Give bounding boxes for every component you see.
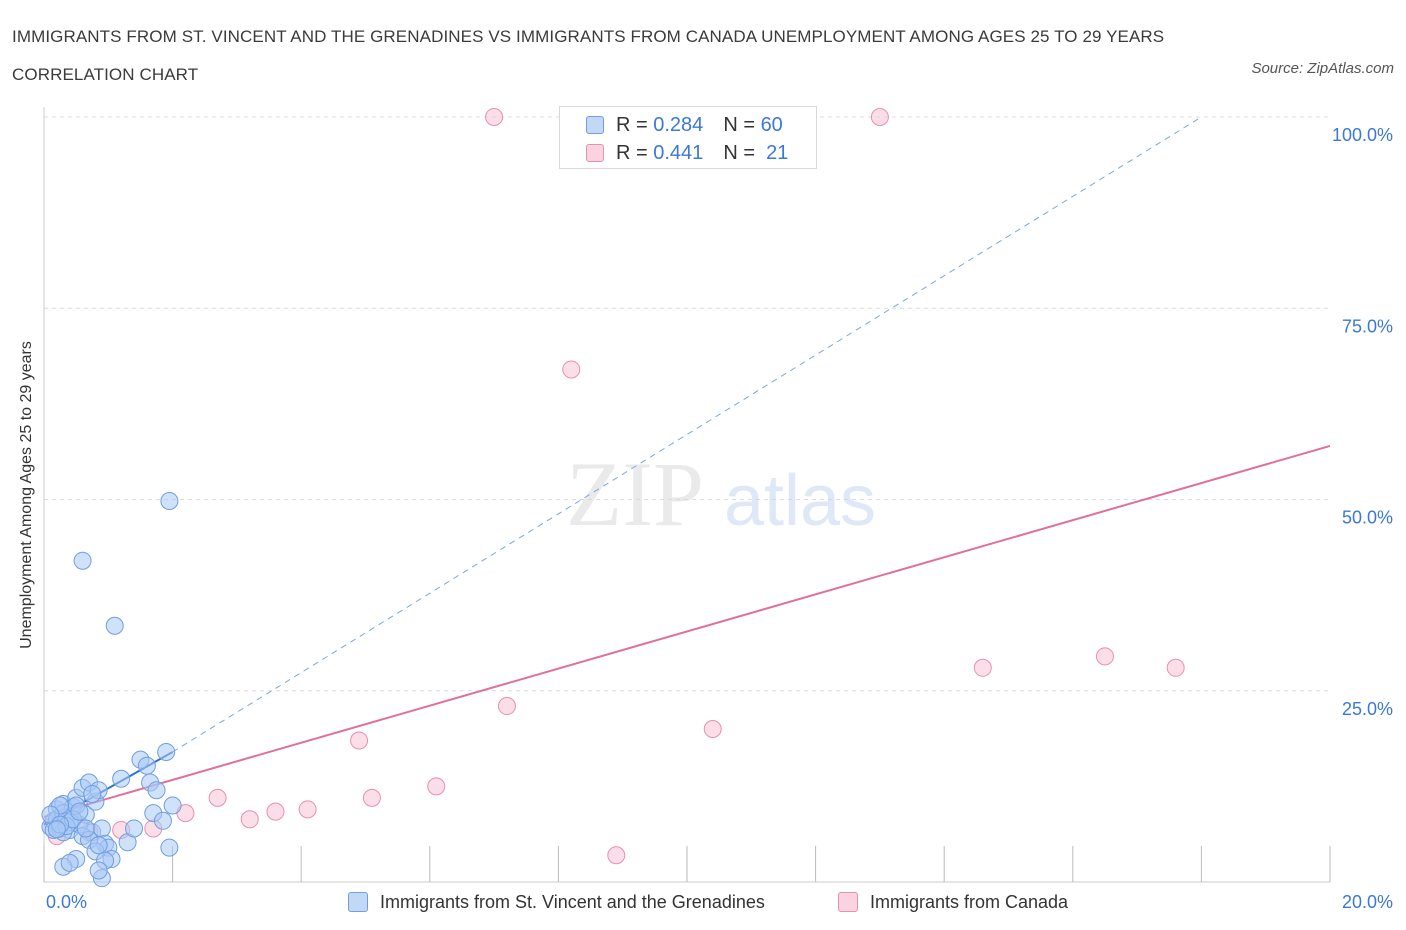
data-point-blue <box>153 811 172 830</box>
legend-r-value: 0.441 <box>653 141 704 164</box>
legend-n-value: 21 <box>766 141 789 164</box>
series-swatch-pink <box>838 892 858 912</box>
data-point-blue <box>70 802 89 821</box>
data-point-pink <box>703 720 722 738</box>
data-point-blue <box>112 769 131 788</box>
watermark-zip: ZIP <box>566 443 704 545</box>
data-point-blue <box>73 551 92 570</box>
data-point-blue <box>60 853 79 872</box>
data-point-pink <box>870 108 889 126</box>
data-point-pink <box>350 731 369 750</box>
data-point-pink <box>607 846 626 865</box>
data-point-pink <box>362 788 381 807</box>
data-point-blue <box>147 781 166 800</box>
legend-r-label: R = <box>616 113 648 136</box>
watermark-atlas: atlas <box>724 461 876 541</box>
series-name-blue: Immigrants from St. Vincent and the Gren… <box>380 891 765 912</box>
data-point-pink <box>497 697 516 716</box>
chart-title: IMMIGRANTS FROM ST. VINCENT AND THE GREN… <box>12 27 1165 84</box>
data-point-blue <box>157 742 176 761</box>
legend-r-value: 0.284 <box>653 113 704 136</box>
x-tick-label: 20.0% <box>1342 892 1393 912</box>
data-point-pink <box>298 800 317 819</box>
data-point-blue <box>76 819 95 838</box>
data-point-blue <box>160 838 179 857</box>
data-point-blue <box>163 796 182 815</box>
data-point-pink <box>973 658 992 677</box>
y-tick-label: 50.0% <box>1342 508 1393 528</box>
data-point-blue <box>125 819 144 838</box>
correlation-legend: R = 0.284 N = 60 R = 0.441 N = 21 <box>559 106 817 169</box>
data-point-pink <box>208 788 227 807</box>
legend-swatch-pink <box>586 144 604 162</box>
data-point-blue <box>137 756 156 775</box>
y-tick-label: 100.0% <box>1332 125 1393 145</box>
legend-n-value: 60 <box>760 113 783 136</box>
series-name-pink: Immigrants from Canada <box>870 891 1069 912</box>
legend-swatch-blue <box>586 116 604 134</box>
data-point-pink <box>427 777 446 796</box>
watermark: ZIP atlas <box>566 443 876 545</box>
data-point-pink <box>1166 658 1185 677</box>
trend-line-pink <box>43 444 1331 818</box>
y-tick-label: 25.0% <box>1342 699 1393 719</box>
data-point-pink <box>485 108 504 126</box>
series-swatch-blue <box>348 892 368 912</box>
data-points <box>41 108 1185 888</box>
data-point-blue <box>160 492 179 511</box>
y-tick-label: 75.0% <box>1342 316 1393 336</box>
y-axis-label: Unemployment Among Ages 25 to 29 years <box>18 341 35 649</box>
tick-labels: 25.0% 50.0% 75.0% 100.0% 0.0% 20.0% <box>46 125 1393 912</box>
legend-r-label: R = <box>616 141 648 164</box>
data-point-pink <box>562 360 581 379</box>
data-point-blue <box>89 861 108 880</box>
trend-line-blue-extended <box>172 116 1202 753</box>
legend-n-label: N = <box>723 141 755 164</box>
data-point-blue <box>47 820 66 839</box>
data-point-blue <box>105 616 124 635</box>
data-point-pink <box>240 810 259 829</box>
legend-n-label: N = <box>723 113 755 136</box>
series-legend-pink: Immigrants from Canada <box>838 890 1068 914</box>
x-tick-label: 0.0% <box>46 892 87 912</box>
legend-row-pink: R = 0.441 N = 21 <box>586 141 788 165</box>
data-point-blue <box>89 836 108 855</box>
legend-row-blue: R = 0.284 N = 60 <box>586 113 783 137</box>
grid-lines <box>44 116 1330 692</box>
data-point-pink <box>1095 647 1114 666</box>
data-point-pink <box>266 802 285 821</box>
axes <box>43 107 1331 883</box>
source-label: Source: ZipAtlas.com <box>1251 60 1394 77</box>
series-legend-blue: Immigrants from St. Vincent and the Gren… <box>348 890 765 914</box>
data-point-blue <box>83 785 102 804</box>
